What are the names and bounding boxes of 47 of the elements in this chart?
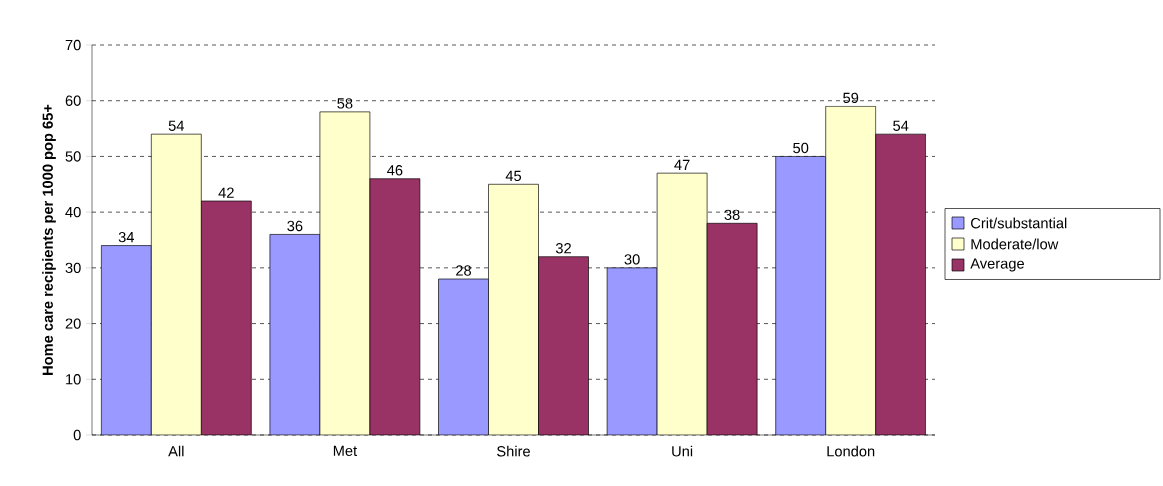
legend-label: Moderate/low: [971, 238, 1059, 250]
bar: [775, 156, 827, 435]
data-label: 30: [624, 254, 640, 265]
data-label: 42: [218, 187, 234, 198]
data-label: 50: [793, 142, 809, 154]
y-tick-label: 70: [65, 39, 81, 51]
bar: [201, 201, 252, 435]
bar: [825, 105, 877, 435]
bar: [607, 267, 658, 435]
bar: [488, 184, 539, 435]
y-tick-label: 30: [65, 262, 81, 274]
data-label: 47: [674, 159, 690, 170]
data-label: 59: [843, 92, 859, 104]
x-tick-label: Uni: [672, 445, 693, 457]
legend-label: Average: [970, 258, 1024, 272]
bar: [438, 279, 489, 435]
y-tick-label: 50: [65, 151, 81, 162]
data-label: 34: [118, 231, 135, 243]
bar: [101, 245, 152, 435]
data-label: 54: [168, 120, 185, 131]
data-label: 38: [724, 209, 740, 221]
data-label: 36: [287, 220, 303, 232]
y-tick-label: 10: [66, 374, 81, 385]
bar: [269, 234, 320, 435]
legend-label: Crit/substantial: [971, 217, 1067, 229]
x-tick-label: Met: [333, 445, 358, 456]
x-tick-label: All: [168, 445, 184, 457]
bar: [657, 173, 708, 435]
x-tick-label: London: [827, 445, 875, 457]
y-tick-label: 20: [65, 318, 81, 329]
data-label: 54: [893, 120, 909, 131]
bar: [369, 178, 420, 435]
bar: [875, 133, 927, 435]
x-tick-label: Shire: [497, 445, 530, 457]
data-label: 45: [505, 170, 522, 182]
y-tick-label: 0: [73, 429, 81, 441]
y-tick-label: 60: [65, 95, 81, 106]
data-label: 46: [387, 165, 403, 176]
y-axis-title: Home care recipients per 1000 pop 65+: [42, 104, 56, 375]
bar: [151, 134, 202, 435]
bar: [707, 223, 758, 435]
bar: [538, 256, 589, 435]
y-tick-label: 40: [65, 206, 81, 218]
data-label: 58: [337, 98, 353, 109]
data-label: 28: [456, 265, 472, 276]
bar: [319, 111, 370, 435]
data-label: 32: [555, 243, 571, 254]
